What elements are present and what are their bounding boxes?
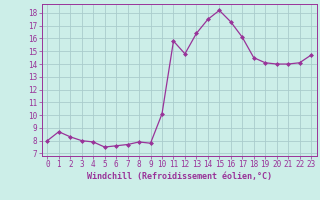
X-axis label: Windchill (Refroidissement éolien,°C): Windchill (Refroidissement éolien,°C) xyxy=(87,172,272,181)
